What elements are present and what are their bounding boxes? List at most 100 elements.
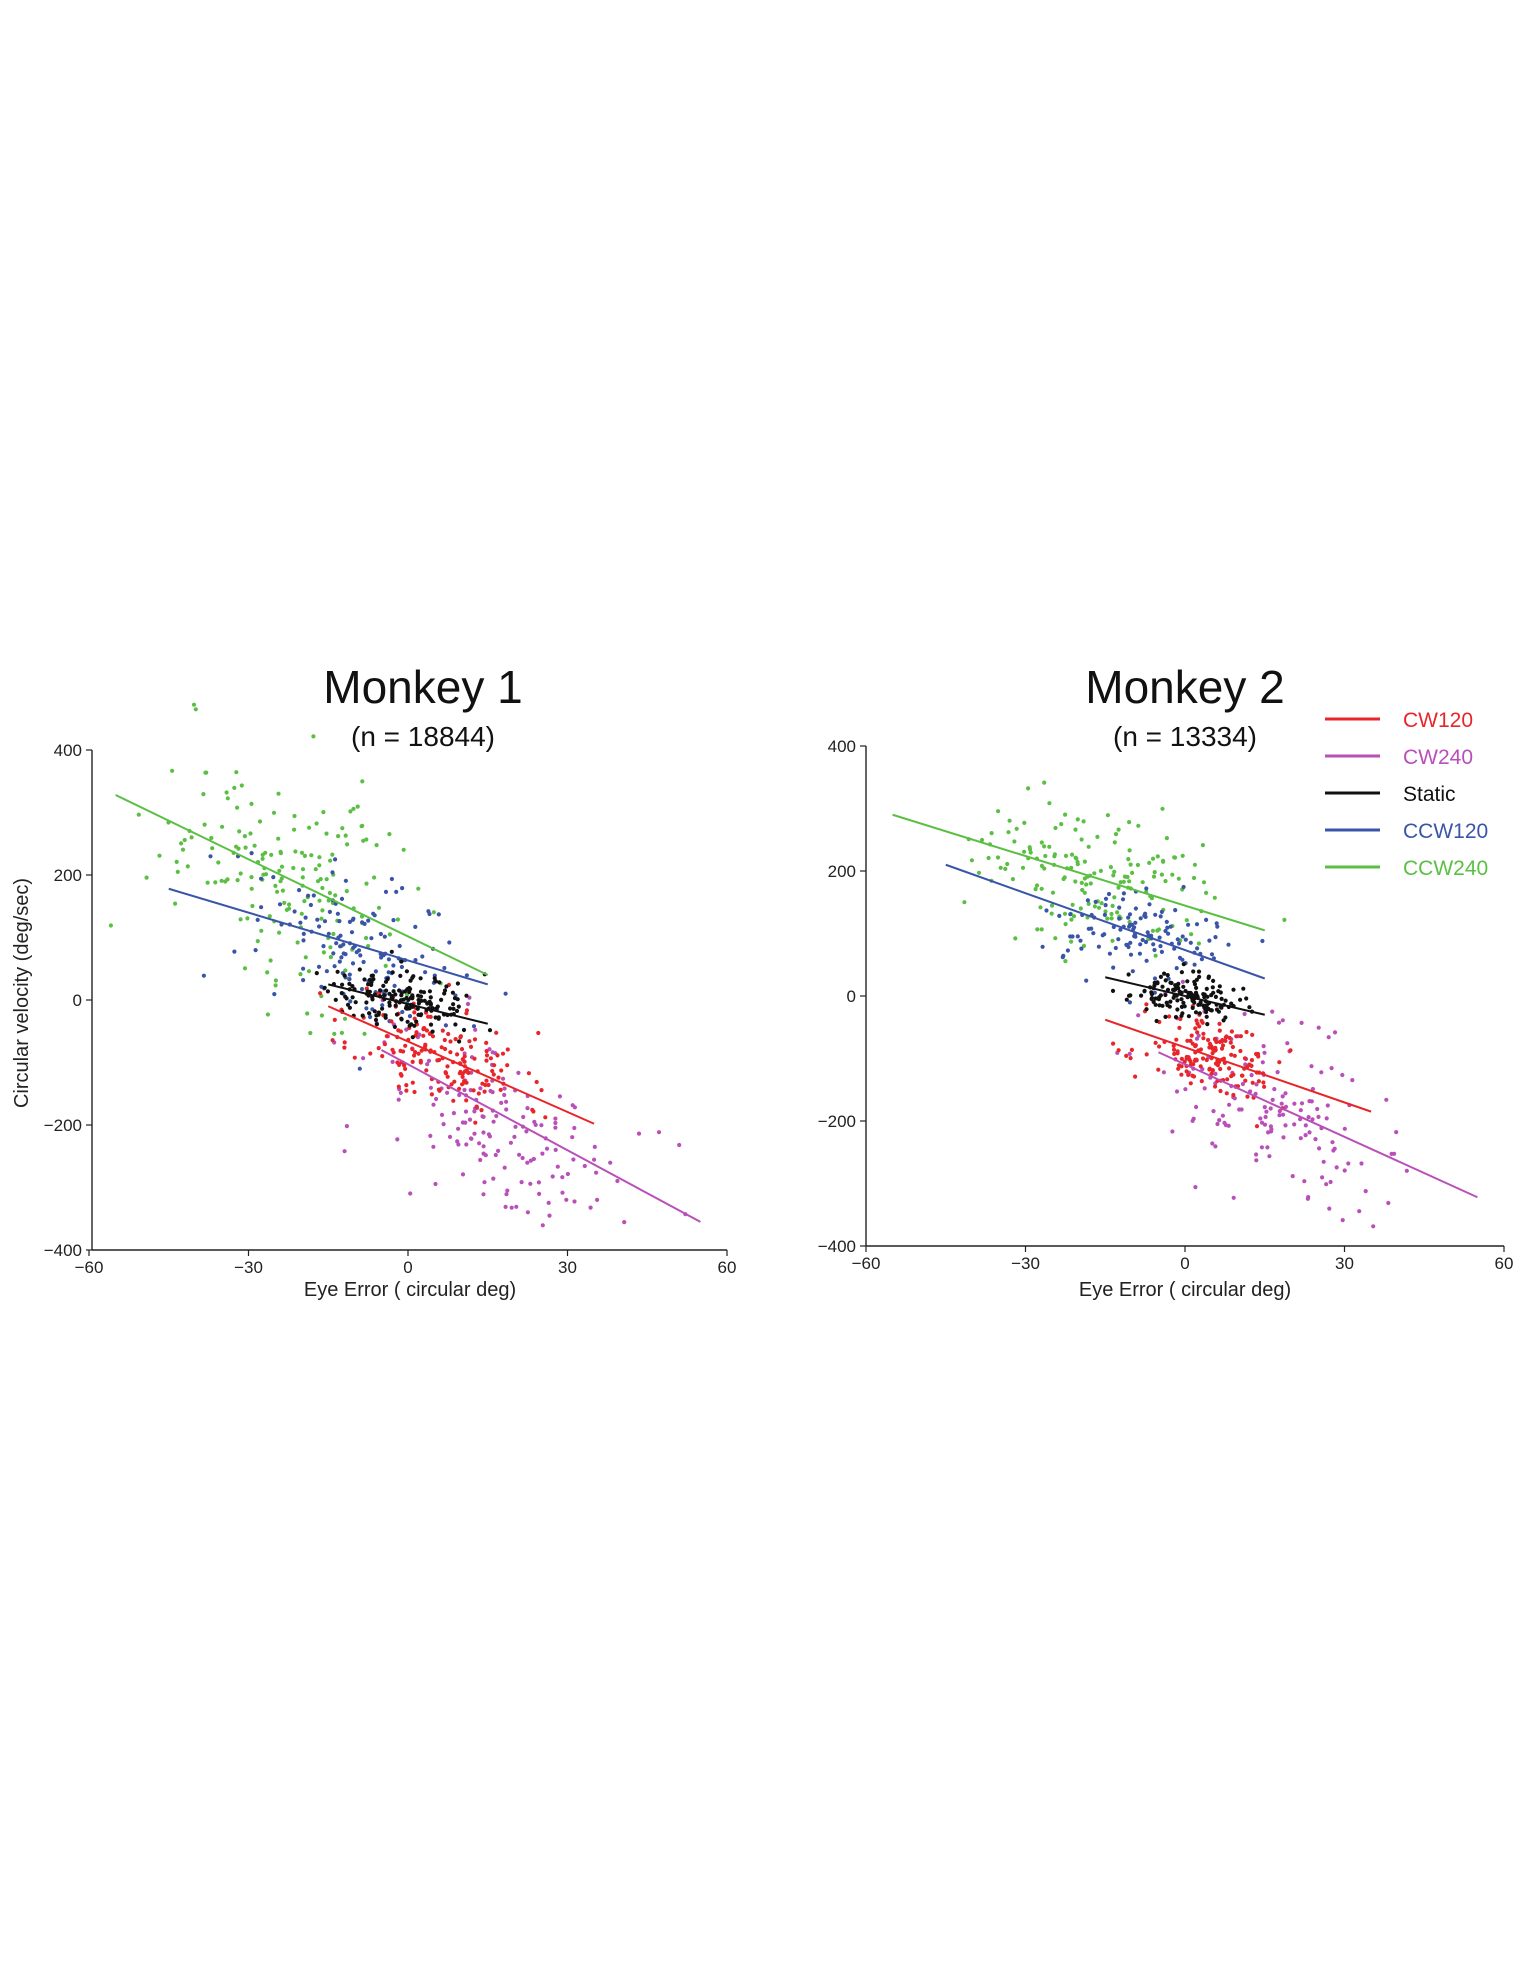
data-point	[451, 1111, 456, 1116]
data-point	[1069, 852, 1075, 857]
data-point	[1168, 980, 1173, 985]
data-point	[1172, 1051, 1177, 1056]
data-point	[1181, 884, 1186, 890]
data-point	[220, 824, 225, 829]
data-point	[1151, 999, 1156, 1005]
data-point	[343, 833, 348, 838]
data-point	[525, 1160, 530, 1165]
data-point	[477, 1141, 482, 1146]
data-point	[387, 991, 392, 996]
data-point	[1172, 946, 1177, 951]
data-point	[1082, 876, 1087, 881]
legend-item-static: Static	[1325, 783, 1456, 806]
series-cw120-points	[318, 982, 548, 1125]
data-point	[245, 916, 250, 921]
data-point	[327, 909, 332, 915]
data-point	[1207, 1041, 1213, 1046]
series-ccw120-points	[201, 851, 508, 1071]
data-point	[1112, 869, 1117, 874]
data-point	[1292, 1122, 1297, 1127]
data-point	[457, 1092, 462, 1098]
data-point	[386, 970, 391, 975]
data-point	[1166, 931, 1171, 936]
data-point	[487, 1028, 493, 1033]
fit-line-cw120	[1104, 1018, 1372, 1113]
data-point	[213, 880, 218, 885]
data-point	[1116, 1048, 1121, 1053]
data-point	[1155, 928, 1160, 933]
data-point	[1219, 996, 1224, 1002]
data-point	[1042, 844, 1047, 849]
data-point	[1163, 879, 1168, 884]
x-tick-label: 0	[1180, 1254, 1189, 1273]
data-point	[1210, 985, 1215, 990]
data-point	[209, 835, 214, 841]
data-point	[998, 865, 1003, 870]
data-point	[1299, 1101, 1305, 1106]
data-point	[238, 917, 243, 922]
data-point	[321, 950, 326, 955]
data-point	[359, 987, 365, 992]
data-point	[481, 1114, 486, 1119]
data-point	[232, 949, 237, 954]
data-point	[1153, 912, 1158, 917]
data-point	[1069, 865, 1074, 870]
data-point	[1188, 940, 1193, 945]
data-point	[1340, 1218, 1345, 1223]
data-point	[302, 899, 307, 904]
data-point	[333, 997, 338, 1003]
data-point	[185, 864, 190, 869]
data-point	[442, 991, 447, 996]
data-point	[1039, 927, 1044, 932]
data-point	[404, 1004, 409, 1009]
data-point	[622, 1220, 627, 1225]
data-point	[565, 1171, 571, 1177]
data-point	[1159, 909, 1164, 915]
data-point	[502, 1165, 507, 1170]
data-point	[1043, 853, 1048, 859]
data-point	[570, 1135, 575, 1140]
data-point	[1214, 921, 1219, 926]
data-point	[391, 1050, 396, 1055]
data-point	[1124, 1053, 1129, 1058]
data-point	[1150, 856, 1156, 861]
data-point	[1316, 1114, 1321, 1119]
data-point	[1191, 875, 1197, 881]
data-point	[1108, 865, 1113, 870]
data-point	[1256, 1054, 1261, 1059]
data-point	[1254, 1158, 1259, 1163]
data-point	[335, 911, 340, 916]
data-point	[389, 949, 394, 954]
data-point	[500, 1051, 506, 1056]
data-point	[299, 911, 304, 916]
data-point	[1149, 996, 1155, 1001]
data-point	[1062, 911, 1068, 916]
data-point	[280, 888, 285, 893]
y-tick-label: 400	[54, 741, 82, 760]
data-point	[1010, 877, 1016, 882]
data-point	[234, 844, 239, 849]
data-point	[1175, 1051, 1180, 1056]
data-point	[278, 879, 283, 884]
data-point	[467, 1117, 473, 1122]
data-point	[526, 1071, 532, 1076]
data-point	[433, 1181, 438, 1187]
data-point	[1307, 1099, 1312, 1104]
data-point	[1126, 972, 1131, 977]
data-point	[482, 1089, 487, 1094]
data-point	[1130, 870, 1135, 876]
data-point	[456, 1004, 461, 1009]
data-point	[260, 852, 265, 858]
data-point	[1207, 1066, 1212, 1071]
data-point	[1144, 1052, 1149, 1057]
data-point	[157, 853, 162, 858]
data-point	[498, 1087, 503, 1092]
data-point	[398, 1072, 403, 1077]
data-point	[1299, 1020, 1304, 1025]
data-point	[1319, 1070, 1324, 1075]
data-point	[1199, 957, 1204, 962]
data-point	[257, 819, 263, 824]
data-point	[460, 1082, 465, 1087]
data-point	[382, 1042, 387, 1047]
data-point	[435, 1058, 440, 1063]
